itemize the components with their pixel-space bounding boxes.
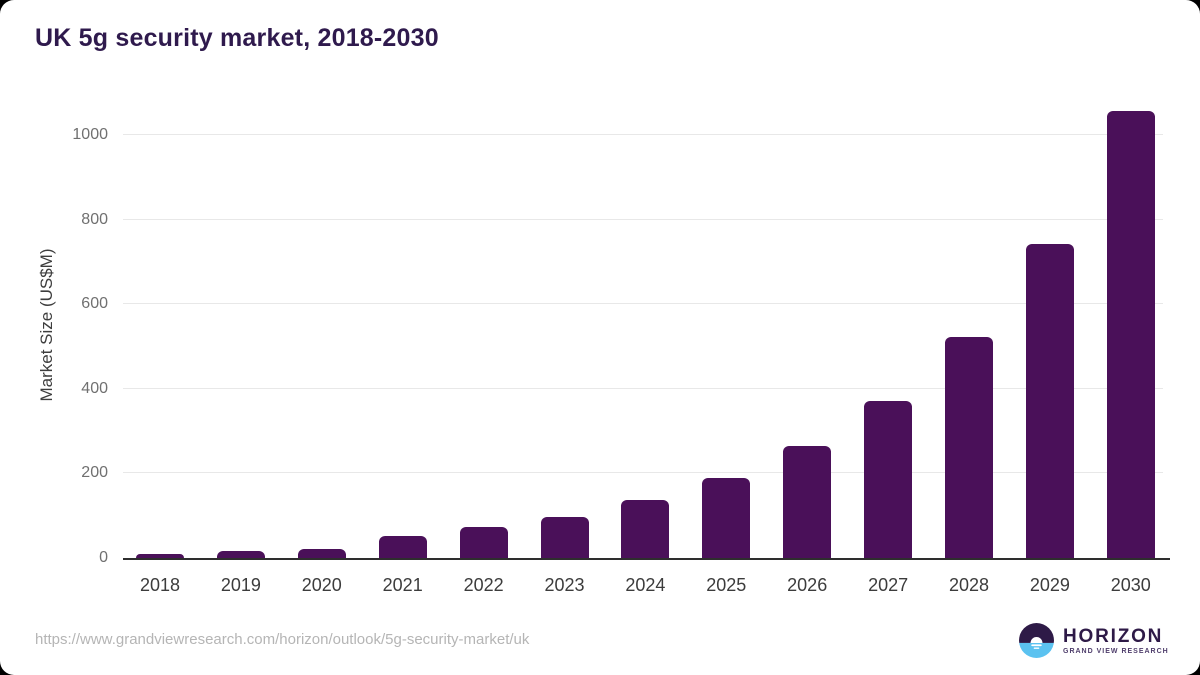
y-tick-label-800: 800 — [81, 210, 108, 228]
horizon-logo-text: HORIZON GRAND VIEW RESEARCH — [1063, 627, 1169, 655]
gridline-200 — [123, 472, 1163, 474]
source-url: https://www.grandviewresearch.com/horizo… — [35, 631, 530, 648]
bar-2026 — [783, 445, 832, 558]
bar-2025 — [702, 478, 751, 558]
x-tick-label-2021: 2021 — [382, 575, 423, 595]
x-tick-label-2018: 2018 — [139, 575, 181, 595]
bar-2020 — [297, 548, 346, 558]
bar-2030 — [1106, 110, 1155, 558]
x-tick-label-2024: 2024 — [625, 575, 666, 595]
y-tick-label-1000: 1000 — [72, 126, 108, 143]
gridline-1000 — [123, 134, 1163, 135]
x-tick-label-2026: 2026 — [787, 575, 828, 595]
bar-2018 — [136, 553, 184, 558]
x-tick-label-2027: 2027 — [868, 575, 909, 595]
bar-2029 — [1025, 244, 1074, 558]
plot-area: 0 200 400 600 800 1000 2018 2019 2020 2021 2022 202… — [72, 100, 1170, 595]
y-axis-title: Market Size (US$M) — [37, 248, 56, 402]
gridline-400 — [123, 387, 1163, 389]
x-tick-label-2025: 2025 — [706, 575, 747, 595]
bar-2021 — [378, 536, 427, 558]
bar-2022 — [459, 527, 508, 558]
x-tick-label-2030: 2030 — [1110, 575, 1151, 595]
bar-2028 — [945, 337, 993, 558]
horizon-logo: HORIZON GRAND VIEW RESEARCH — [1019, 623, 1169, 658]
logo-title: HORIZON — [1063, 625, 1164, 647]
y-tick-label-400: 400 — [81, 379, 108, 397]
y-tick-label-600: 600 — [81, 295, 108, 313]
x-tick-label-2020: 2020 — [301, 575, 342, 595]
horizon-logo-icon — [1019, 623, 1054, 658]
x-tick-label-2028: 2028 — [948, 575, 990, 595]
bar-2023 — [540, 516, 589, 558]
x-tick-label-2022: 2022 — [463, 575, 504, 595]
gridline-600 — [123, 303, 1163, 305]
y-tick-label-200: 200 — [81, 464, 108, 482]
gridline-800 — [123, 218, 1163, 220]
chart-title: UK 5g security market, 2018-2030 — [35, 24, 439, 52]
y-tick-label-0: 0 — [99, 549, 108, 566]
logo-subtitle: GRAND VIEW RESEARCH — [1063, 647, 1169, 655]
bar-2024 — [621, 500, 670, 558]
bar-2019 — [216, 551, 265, 558]
x-tick-label-2023: 2023 — [544, 575, 585, 595]
x-tick-label-2019: 2019 — [220, 575, 261, 595]
x-tick-label-2029: 2029 — [1029, 575, 1070, 595]
bar-2027 — [864, 401, 913, 558]
